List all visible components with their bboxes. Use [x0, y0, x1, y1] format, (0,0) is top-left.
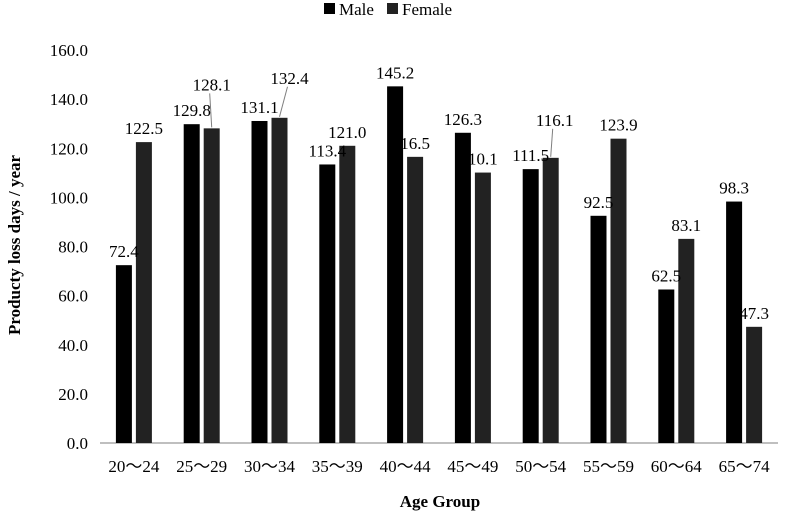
data-label-female: 121.0 [328, 123, 366, 142]
bar-male-4 [387, 86, 404, 443]
bar-male-5 [454, 132, 471, 443]
category-labels: 20～24 25～29 30～34 35～39 40～44 45～49 50～54 55～59… [108, 457, 770, 476]
bar-male-7 [590, 215, 607, 443]
y-tick-label: 20.0 [58, 385, 88, 404]
leader-line [550, 128, 554, 157]
bar-male-1 [183, 124, 200, 444]
bar-female-4 [407, 156, 424, 444]
y-tick-label: 60.0 [58, 287, 88, 306]
legend: Male Female [324, 0, 452, 19]
category-label: 50～54 [515, 457, 566, 476]
bar-female-2 [271, 117, 288, 443]
y-axis-title: Producty loss days / year [5, 155, 24, 336]
data-label-male: 145.2 [376, 63, 414, 82]
data-label-female: 132.4 [270, 69, 309, 88]
bar-male-2 [251, 120, 268, 443]
bar-female-7 [610, 138, 627, 443]
bar-male-9 [726, 201, 743, 443]
bar-female-8 [678, 238, 695, 443]
legend-swatch-male [324, 3, 335, 14]
bar-female-5 [474, 172, 491, 443]
bar-female-9 [746, 326, 763, 443]
leader-lines [209, 86, 554, 157]
x-axis-title: Age Group [400, 492, 480, 511]
data-label-female: 128.1 [193, 75, 231, 94]
y-tick-label: 40.0 [58, 336, 88, 355]
y-tick-label: 0.0 [67, 434, 88, 453]
category-label: 55～59 [583, 457, 634, 476]
category-label: 45～49 [447, 457, 498, 476]
data-label-male: 98.3 [719, 179, 749, 198]
data-label-female: 123.9 [599, 116, 637, 135]
data-label-male: 113.4 [308, 141, 346, 160]
legend-label-male: Male [339, 0, 374, 19]
y-tick-label: 120.0 [50, 139, 88, 158]
y-tick-label: 140.0 [50, 90, 88, 109]
data-label-female: 83.1 [671, 216, 701, 235]
category-label: 60～64 [651, 457, 702, 476]
bars [115, 86, 763, 444]
data-label-male: 131.1 [240, 98, 278, 117]
bar-male-8 [658, 289, 675, 443]
bar-female-3 [339, 145, 356, 443]
category-label: 40～44 [380, 457, 431, 476]
category-label: 20～24 [108, 457, 159, 476]
y-tick-label: 100.0 [50, 188, 88, 207]
leader-line [279, 86, 288, 117]
y-axis-ticks: 0.0 20.0 40.0 60.0 80.0 100.0 120.0 140.0 160.0 [50, 41, 88, 453]
category-label: 30～34 [244, 457, 295, 476]
bar-female-1 [203, 128, 220, 443]
leader-line [209, 93, 213, 128]
data-label-female: 116.1 [536, 111, 574, 130]
y-tick-label: 80.0 [58, 238, 88, 257]
category-label: 65～74 [719, 457, 770, 476]
legend-swatch-female [387, 3, 398, 14]
bar-male-3 [319, 164, 336, 443]
y-tick-label: 160.0 [50, 41, 88, 60]
legend-label-female: Female [402, 0, 452, 19]
category-label: 25～29 [176, 457, 227, 476]
bar-male-0 [115, 265, 132, 443]
category-label: 35～39 [312, 457, 363, 476]
data-label-male: 62.5 [651, 266, 681, 285]
data-label-female: 10.1 [468, 150, 498, 169]
data-label-male: 111.5 [512, 146, 549, 165]
bar-female-6 [542, 157, 559, 443]
data-label-male: 129.8 [173, 101, 211, 120]
data-label-female: 16.5 [400, 134, 430, 153]
bar-male-6 [522, 169, 539, 444]
bar-female-0 [135, 142, 152, 443]
data-label-female: 122.5 [125, 119, 163, 138]
data-label-male: 72.4 [109, 242, 139, 261]
data-label-female: 47.3 [739, 304, 769, 323]
data-label-male: 92.5 [584, 193, 614, 212]
data-label-male: 126.3 [444, 110, 482, 129]
data-labels: 72.4 129.8 131.1 113.4 145.2 126.3 111.5 92.5 62… [109, 63, 769, 322]
